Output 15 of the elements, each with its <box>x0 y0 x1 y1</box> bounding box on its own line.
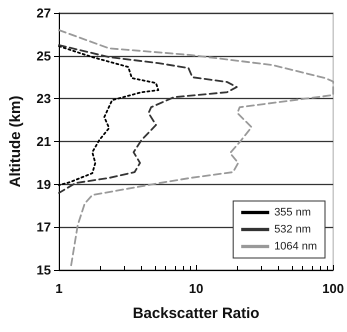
legend-label: 1064 nm <box>274 240 318 252</box>
y-axis-title: Altitude (km) <box>7 96 24 188</box>
legend-label: 532 nm <box>274 224 311 236</box>
y-tick-label: 17 <box>36 220 51 235</box>
y-tick-label: 27 <box>36 6 51 20</box>
y-tick-label: 15 <box>36 262 51 278</box>
y-tick-label: 19 <box>36 176 51 192</box>
y-tick-label: 21 <box>36 134 51 149</box>
legend-label: 355 nm <box>274 206 311 218</box>
x-tick-label: 1 <box>55 281 63 296</box>
x-tick-label: 100 <box>322 281 344 296</box>
x-axis-title: Backscatter Ratio <box>132 305 260 322</box>
x-tick-label: 10 <box>188 281 204 296</box>
y-tick-label: 25 <box>36 48 51 64</box>
y-tick-label: 23 <box>36 91 51 106</box>
